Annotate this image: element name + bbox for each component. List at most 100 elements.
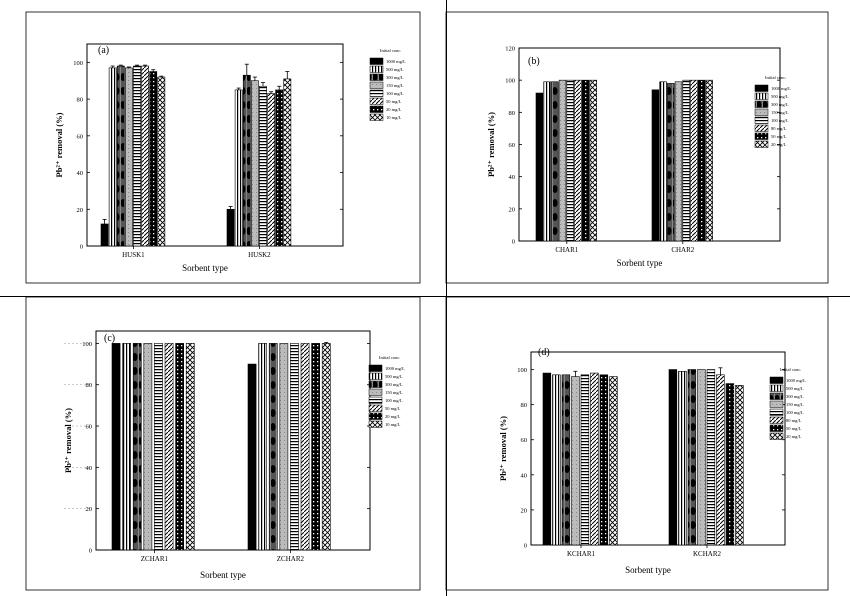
legend-swatch bbox=[754, 140, 769, 148]
y-tick-label: 80 bbox=[77, 97, 84, 104]
bar bbox=[125, 67, 133, 247]
x-axis-label: Sorbent type bbox=[200, 570, 246, 580]
bar bbox=[697, 79, 706, 242]
bar bbox=[259, 85, 267, 247]
legend-label: 100 mg/L bbox=[385, 398, 403, 403]
bar bbox=[251, 80, 259, 247]
bar bbox=[132, 343, 142, 551]
legend-swatch bbox=[368, 420, 383, 428]
legend-label: 300 mg/L bbox=[386, 75, 404, 80]
bar bbox=[311, 343, 321, 551]
x-tick-label: HUSK2 bbox=[248, 251, 271, 259]
chart-panel-4 bbox=[445, 296, 829, 591]
y-tick-label: 60 bbox=[77, 133, 84, 140]
panel-divider-horizontal bbox=[0, 296, 850, 297]
bar bbox=[590, 372, 599, 546]
y-tick-label: 60 bbox=[86, 424, 93, 431]
legend-swatch bbox=[368, 404, 383, 412]
legend-label: 150 mg/L bbox=[385, 390, 403, 395]
legend-title: Initial conc. bbox=[380, 48, 402, 53]
panel-frame bbox=[445, 11, 829, 284]
bar bbox=[283, 78, 292, 247]
legend-swatch bbox=[368, 380, 383, 388]
y-tick-label: 20 bbox=[509, 206, 516, 213]
bar bbox=[571, 376, 580, 546]
panel-frame bbox=[25, 296, 421, 591]
legend-label: 20 mg/L bbox=[771, 142, 787, 147]
legend-label: 20 mg/L bbox=[786, 434, 802, 439]
bar bbox=[157, 76, 166, 247]
legend-label: 10 mg/L bbox=[385, 422, 401, 427]
legend-label: 300 mg/L bbox=[786, 394, 804, 399]
bar bbox=[725, 383, 735, 546]
legend-label: 300 mg/L bbox=[385, 382, 403, 387]
x-axis-label: Sorbent type bbox=[182, 263, 228, 273]
y-tick-label: 20 bbox=[521, 507, 528, 514]
bar bbox=[687, 369, 697, 546]
chart-panel-1 bbox=[25, 11, 421, 284]
legend-swatch bbox=[769, 400, 784, 408]
panel-label: (b) bbox=[528, 56, 540, 67]
bar bbox=[175, 343, 185, 551]
y-tick-label: 0 bbox=[512, 239, 515, 246]
y-axis-label: Pb²⁺ removal (%) bbox=[498, 416, 508, 481]
panel-frame bbox=[445, 296, 829, 591]
bar bbox=[706, 369, 716, 546]
bar bbox=[290, 343, 299, 551]
y-tick-label: 20 bbox=[86, 506, 93, 513]
legend-label: 300 mg/L bbox=[771, 102, 789, 107]
bar bbox=[697, 369, 706, 546]
bar bbox=[141, 65, 149, 247]
y-tick-label: 40 bbox=[77, 170, 84, 177]
bar bbox=[735, 385, 744, 546]
bar bbox=[599, 374, 609, 546]
bar bbox=[258, 343, 268, 551]
y-axis-label: Pb²⁺ removal (%) bbox=[486, 112, 496, 177]
legend-swatch bbox=[368, 372, 383, 380]
legend-label: 500 mg/L bbox=[386, 67, 404, 72]
bar bbox=[566, 79, 574, 242]
legend-label: 100 mg/L bbox=[786, 410, 804, 415]
bar bbox=[234, 89, 243, 247]
bar bbox=[275, 89, 284, 247]
bar bbox=[580, 374, 590, 546]
legend-swatch bbox=[368, 396, 383, 404]
y-tick-label: 40 bbox=[509, 174, 516, 181]
x-tick-label: CHAR1 bbox=[555, 246, 578, 254]
legend-label: 150 mg/L bbox=[771, 110, 789, 115]
bar bbox=[108, 67, 117, 247]
legend-label: 80 mg/L bbox=[786, 418, 802, 423]
legend-label: 500 mg/L bbox=[385, 374, 403, 379]
legend-label: 1000 mg/L bbox=[786, 378, 806, 383]
legend-swatch bbox=[769, 376, 784, 384]
legend-swatch bbox=[369, 81, 384, 89]
y-tick-label: 0 bbox=[80, 244, 83, 251]
panel-label: (d) bbox=[538, 347, 550, 358]
legend-swatch bbox=[769, 392, 784, 400]
panel-label: (c) bbox=[104, 333, 115, 344]
legend-label: 150 mg/L bbox=[386, 83, 404, 88]
x-axis-label: Sorbent type bbox=[625, 565, 671, 575]
legend-swatch bbox=[369, 105, 384, 113]
bar bbox=[659, 81, 667, 242]
bar bbox=[667, 83, 675, 242]
y-tick-label: 100 bbox=[82, 341, 92, 348]
bar bbox=[154, 343, 163, 551]
y-tick-label: 100 bbox=[505, 78, 515, 85]
legend-label: 10 mg/L bbox=[386, 115, 402, 120]
legend-label: 50 mg/L bbox=[771, 134, 787, 139]
bar bbox=[164, 343, 174, 551]
legend-swatch bbox=[769, 408, 784, 416]
y-tick-label: 20 bbox=[77, 207, 84, 214]
legend-label: 1000 mg/L bbox=[771, 86, 791, 91]
legend-swatch bbox=[769, 416, 784, 424]
y-tick-label: 80 bbox=[521, 402, 528, 409]
legend-label: 100 mg/L bbox=[771, 118, 789, 123]
legend-swatch bbox=[754, 132, 769, 140]
bar bbox=[690, 79, 698, 242]
bar bbox=[558, 79, 567, 242]
legend-swatch bbox=[369, 97, 384, 105]
legend-label: 500 mg/L bbox=[786, 386, 804, 391]
plot-area bbox=[95, 330, 371, 551]
